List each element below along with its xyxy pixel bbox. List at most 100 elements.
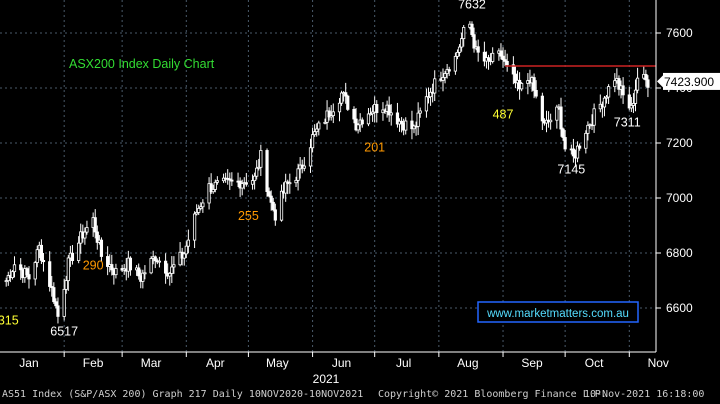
price-bar-body	[62, 288, 66, 317]
y-tick-label: 7600	[666, 26, 693, 40]
price-bar-body	[389, 112, 393, 116]
price-bar-body	[404, 120, 408, 131]
price-bar	[371, 105, 375, 122]
price-bar	[426, 87, 431, 104]
price-bar-body	[426, 96, 431, 99]
price-bar	[428, 88, 433, 106]
watermark: www.marketmatters.com.au	[477, 301, 639, 323]
price-bar-body	[170, 266, 174, 274]
price-bar-body	[627, 94, 631, 109]
price-bar-body	[265, 150, 269, 192]
price-bar	[215, 176, 219, 185]
price-bar	[50, 276, 54, 297]
price-bar	[201, 199, 205, 213]
price-bar	[197, 204, 201, 215]
price-bar-body	[549, 119, 553, 123]
price-bar-body	[629, 105, 633, 109]
price-bar-body	[244, 182, 248, 185]
price-bar-body	[310, 134, 315, 149]
price-bar-body	[269, 195, 273, 203]
price-bar	[230, 172, 234, 186]
price-bar	[110, 254, 114, 276]
price-bar	[555, 104, 559, 129]
price-bar	[366, 108, 371, 127]
price-bar	[584, 130, 588, 154]
year-label: 2021	[313, 372, 340, 386]
price-bar	[93, 209, 97, 239]
price-bar	[635, 67, 640, 94]
price-bar	[389, 104, 393, 126]
price-bar-body	[267, 191, 271, 197]
price-bar	[323, 118, 327, 125]
price-bar	[54, 298, 58, 309]
price-bar-body	[561, 128, 565, 138]
price-bar-body	[445, 69, 449, 74]
price-bar-body	[27, 274, 31, 280]
price-bar-body	[447, 69, 451, 72]
price-bar	[331, 103, 335, 124]
price-bar	[64, 275, 68, 294]
price-bar	[532, 73, 536, 99]
price-bar-body	[308, 147, 313, 167]
price-bar-body	[35, 249, 39, 263]
price-bar-body	[460, 38, 464, 48]
price-bar-body	[99, 239, 104, 257]
price-bar-body	[592, 108, 596, 126]
price-bar	[56, 297, 60, 324]
price-bar	[207, 177, 211, 210]
price-bar	[41, 252, 46, 272]
price-bar-body	[575, 145, 580, 159]
price-bar	[168, 272, 172, 286]
price-bar	[633, 79, 638, 112]
price-bar	[441, 68, 445, 92]
x-tick-label: Feb	[83, 356, 104, 370]
price-bar	[137, 263, 141, 280]
price-bar	[257, 158, 261, 171]
price-bar-body	[617, 78, 621, 90]
price-bar-body	[633, 89, 638, 104]
price-bar-body	[128, 257, 133, 271]
price-bar-body	[4, 280, 8, 283]
price-bar-body	[288, 182, 292, 185]
price-bar-body	[184, 245, 188, 255]
annotation-label: 201	[364, 140, 385, 154]
price-bar	[447, 66, 451, 76]
price-bar-body	[327, 110, 331, 118]
price-bar-body	[344, 92, 348, 97]
price-bar	[70, 245, 75, 265]
price-bar-body	[253, 175, 257, 182]
price-bar	[170, 256, 174, 283]
price-bar-body	[613, 80, 617, 88]
price-bar-body	[337, 102, 342, 113]
annotation-label: 6517	[50, 325, 78, 339]
price-bar	[296, 163, 300, 191]
price-bar	[153, 255, 157, 269]
price-bar-body	[346, 95, 350, 110]
price-bar-body	[149, 258, 153, 274]
price-bar	[267, 187, 271, 198]
price-bar-body	[534, 89, 538, 97]
price-bar-body	[352, 108, 356, 120]
price-bar-body	[240, 183, 244, 189]
price-bar	[317, 120, 321, 136]
annotation-label: 7632	[458, 0, 486, 11]
price-bar	[83, 227, 87, 245]
price-bar-body	[563, 137, 567, 150]
price-bar	[294, 176, 298, 187]
price-bar	[604, 95, 609, 104]
price-bar	[310, 127, 315, 153]
price-bar	[209, 173, 213, 194]
price-bar	[288, 173, 292, 194]
price-bar-body	[157, 260, 161, 263]
annotation-label: 7145	[557, 162, 585, 176]
price-bar	[644, 69, 648, 87]
price-bar-body	[197, 208, 201, 213]
price-bar-body	[371, 111, 375, 115]
price-bar	[453, 52, 458, 75]
price-bar-body	[317, 122, 321, 130]
last-price-box	[663, 72, 720, 90]
price-bar	[172, 256, 176, 274]
price-bar	[443, 71, 447, 84]
price-bar-body	[41, 259, 46, 263]
price-bar-body	[207, 183, 211, 204]
